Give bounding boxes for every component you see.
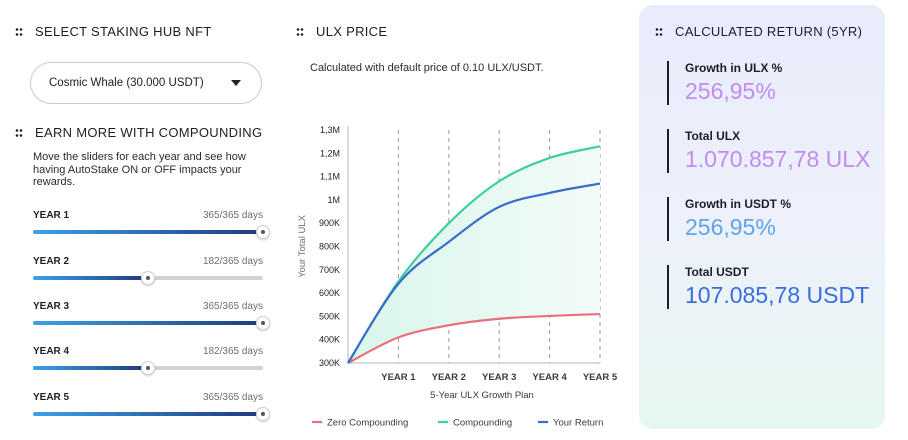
- slider-fill: [33, 230, 263, 234]
- price-note: Calculated with default price of 0.10 UL…: [310, 62, 544, 74]
- total-usdt-block: Total USDT 107.085,78 USDT: [667, 265, 869, 309]
- year-slider[interactable]: [33, 225, 270, 239]
- year-slider-row: YEAR 2 182/365 days: [33, 256, 263, 286]
- x-tick-label: YEAR 1: [381, 372, 416, 383]
- total-ulx-value: 1.070.857,78 ULX: [685, 146, 871, 172]
- nft-section-title: SELECT STAKING HUB NFT: [15, 24, 212, 39]
- year-slider[interactable]: [33, 271, 263, 285]
- price-section-title-text: ULX PRICE: [316, 24, 388, 39]
- year-days: 365/365 days: [202, 392, 263, 403]
- drag-handle-icon: [15, 27, 23, 36]
- growth-ulx-value: 256,95%: [685, 78, 776, 104]
- y-tick-label: 700K: [319, 265, 340, 275]
- nft-selected-value: Cosmic Whale (30.000 USDT): [49, 77, 204, 89]
- y-tick-label: 400K: [319, 335, 340, 345]
- growth-ulx-block: Growth in ULX % 256,95%: [667, 61, 782, 105]
- y-tick-label: 600K: [319, 288, 340, 298]
- year-label: YEAR 5: [33, 392, 70, 403]
- year-slider-row: YEAR 1 365/365 days: [33, 210, 270, 240]
- year-days: 182/365 days: [202, 346, 263, 357]
- year-days: 365/365 days: [202, 301, 263, 312]
- drag-handle-icon: [15, 128, 23, 137]
- y-tick-label: 300K: [319, 358, 340, 368]
- y-tick-label: 1,2M: [320, 148, 340, 158]
- y-tick-label: 500K: [319, 311, 340, 321]
- x-tick-label: YEAR 3: [482, 372, 516, 383]
- slider-thumb[interactable]: [256, 225, 270, 239]
- growth-usdt-block: Growth in USDT % 256,95%: [667, 197, 791, 241]
- y-tick-label: 1,1M: [320, 172, 340, 182]
- nft-section-title-text: SELECT STAKING HUB NFT: [35, 24, 212, 39]
- growth-usdt-value: 256,95%: [685, 214, 776, 240]
- total-usdt-value: 107.085,78 USDT: [685, 282, 870, 308]
- slider-fill: [33, 412, 263, 416]
- growth-chart: 300K 400K 500K 600K 700K 800K 900K 1M 1,1M 1,2M 1,…: [297, 125, 618, 429]
- compounding-section-title-text: EARN MORE WITH COMPOUNDING: [35, 125, 263, 140]
- y-tick-label: 800K: [319, 242, 340, 252]
- y-tick-label: 1M: [327, 195, 340, 205]
- series-line: [347, 312, 601, 364]
- compounding-section-title: EARN MORE WITH COMPOUNDING: [15, 125, 262, 140]
- growth-usdt-label: Growth in USDT %: [685, 197, 791, 211]
- drag-handle-icon: [296, 27, 304, 36]
- compounding-area: [348, 146, 600, 363]
- legend-label: Compounding: [453, 418, 512, 429]
- x-tick-label: YEAR 2: [432, 372, 466, 383]
- year-slider-row: YEAR 4 182/365 days: [33, 346, 263, 376]
- price-section-title: ULX PRICE: [296, 24, 387, 39]
- year-days: 365/365 days: [202, 210, 263, 221]
- compounding-description: Move the sliders for each year and see h…: [33, 151, 246, 188]
- slider-fill: [33, 321, 263, 325]
- series-line: [347, 182, 601, 364]
- year-slider[interactable]: [33, 316, 270, 330]
- year-label: YEAR 3: [33, 301, 70, 312]
- y-tick-label: 900K: [319, 218, 340, 228]
- returns-title-text: CALCULATED RETURN (5YR): [675, 24, 863, 39]
- x-tick-label: YEAR 4: [532, 372, 567, 383]
- slider-thumb[interactable]: [140, 361, 155, 375]
- slider-fill: [33, 276, 148, 280]
- year-slider-row: YEAR 5 365/365 days: [33, 392, 270, 422]
- nft-select-dropdown[interactable]: Cosmic Whale (30.000 USDT): [30, 62, 262, 104]
- year-slider[interactable]: [33, 407, 270, 421]
- legend-label: Zero Compounding: [327, 418, 408, 429]
- growth-ulx-label: Growth in ULX %: [685, 61, 783, 75]
- returns-title: CALCULATED RETURN (5YR): [655, 24, 862, 39]
- legend-label: Your Return: [553, 418, 603, 429]
- chevron-down-icon: [231, 80, 241, 86]
- total-usdt-label: Total USDT: [685, 265, 749, 279]
- y-axis-label: Your Total ULX: [297, 214, 308, 278]
- year-slider[interactable]: [33, 361, 263, 375]
- year-slider-row: YEAR 3 365/365 days: [33, 301, 270, 331]
- total-ulx-label: Total ULX: [685, 129, 741, 143]
- year-label: YEAR 1: [33, 210, 70, 221]
- slider-thumb[interactable]: [256, 316, 270, 330]
- year-label: YEAR 2: [33, 256, 70, 267]
- total-ulx-block: Total ULX 1.070.857,78 ULX: [667, 129, 870, 173]
- x-tick-label: YEAR 5: [583, 372, 618, 383]
- year-days: 182/365 days: [202, 256, 263, 267]
- year-label: YEAR 4: [33, 346, 70, 357]
- y-tick-label: 1,3M: [320, 125, 340, 135]
- returns-panel: CALCULATED RETURN (5YR) Growth in ULX % …: [639, 5, 885, 429]
- drag-handle-icon: [655, 27, 663, 36]
- slider-fill: [33, 366, 148, 370]
- slider-thumb[interactable]: [256, 407, 270, 421]
- slider-thumb[interactable]: [140, 271, 155, 285]
- x-axis-label: 5-Year ULX Growth Plan: [430, 390, 534, 401]
